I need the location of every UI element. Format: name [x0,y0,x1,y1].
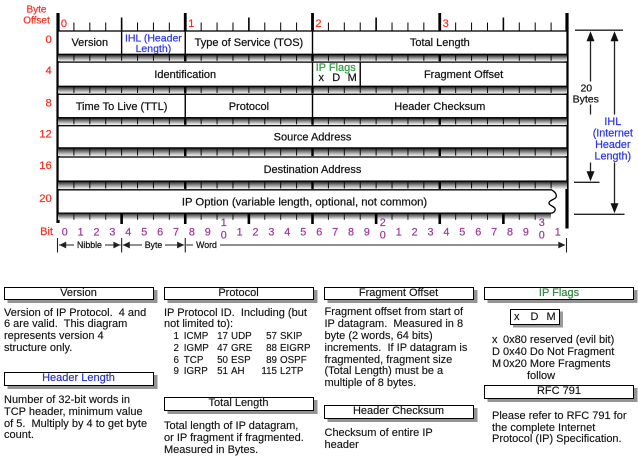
svg-text:0: 0 [46,34,52,46]
svg-text:4: 4 [46,65,52,77]
svg-text:D: D [332,72,340,84]
svg-text:3: 3 [268,226,274,238]
svg-text:Bytes: Bytes [573,94,599,106]
svg-text:7: 7 [332,226,338,238]
svg-text:0: 0 [61,18,67,30]
svg-text:(Internet: (Internet [593,128,633,140]
svg-text:IHL (Header: IHL (Header [125,33,182,45]
svg-text:Word: Word [196,240,217,250]
svg-text:2: 2 [252,226,258,238]
svg-text:2: 2 [380,217,386,229]
svg-text:1: 1 [221,217,227,229]
svg-text:IP Flags: IP Flags [316,62,357,74]
svg-text:Time To Live (TTL): Time To Live (TTL) [76,101,168,113]
svg-text:4: 4 [125,226,131,238]
svg-text:5: 5 [459,226,465,238]
svg-text:Source Address: Source Address [274,132,352,144]
svg-text:Total Length: Total Length [410,37,470,49]
svg-text:IP Option (variable length, op: IP Option (variable length, optional, no… [182,196,428,208]
svg-text:Length): Length) [136,43,172,55]
svg-text:3: 3 [443,18,449,30]
svg-text:M: M [348,72,357,84]
svg-text:2: 2 [93,226,99,238]
svg-text:16: 16 [39,160,52,172]
svg-text:8: 8 [348,226,354,238]
svg-text:9: 9 [364,226,370,238]
svg-text:Protocol: Protocol [229,101,269,113]
svg-text:8: 8 [507,226,513,238]
svg-text:0: 0 [62,226,68,238]
svg-text:3: 3 [109,226,115,238]
svg-text:0: 0 [539,230,545,242]
svg-text:9: 9 [523,226,529,238]
svg-text:Header: Header [595,139,631,151]
svg-text:12: 12 [39,129,52,141]
svg-text:20: 20 [580,82,592,94]
svg-text:0: 0 [221,230,227,242]
svg-text:8: 8 [46,97,52,109]
svg-text:IHL: IHL [604,116,621,128]
svg-text:Header Checksum: Header Checksum [394,101,485,113]
svg-text:9: 9 [205,226,211,238]
svg-text:Identification: Identification [154,69,216,81]
svg-text:1: 1 [555,226,561,238]
svg-text:x: x [318,72,324,84]
svg-text:20: 20 [39,193,52,205]
svg-text:5: 5 [141,226,147,238]
svg-text:Byte: Byte [26,5,46,16]
svg-text:Bit: Bit [40,226,53,238]
svg-text:2: 2 [412,226,418,238]
svg-text:Version: Version [71,37,108,49]
svg-text:4: 4 [443,226,449,238]
svg-text:1: 1 [188,18,194,30]
svg-text:2: 2 [315,18,321,30]
svg-text:6: 6 [316,226,322,238]
svg-text:5: 5 [300,226,306,238]
svg-text:3: 3 [539,217,545,229]
svg-text:6: 6 [157,226,163,238]
svg-text:Type of Service (TOS): Type of Service (TOS) [195,37,304,49]
svg-text:6: 6 [475,226,481,238]
svg-text:Offset: Offset [23,16,50,27]
svg-text:0: 0 [380,230,386,242]
svg-text:Length): Length) [594,151,631,163]
svg-text:Fragment Offset: Fragment Offset [424,69,503,81]
svg-text:3: 3 [427,226,433,238]
svg-text:4: 4 [284,226,290,238]
svg-text:Nibble: Nibble [77,240,102,250]
svg-text:Byte: Byte [145,240,163,250]
svg-text:7: 7 [173,226,179,238]
svg-text:1: 1 [396,226,402,238]
svg-text:8: 8 [189,226,195,238]
svg-text:7: 7 [491,226,497,238]
svg-text:1: 1 [237,226,243,238]
svg-text:Destination Address: Destination Address [264,164,362,176]
svg-text:1: 1 [78,226,84,238]
